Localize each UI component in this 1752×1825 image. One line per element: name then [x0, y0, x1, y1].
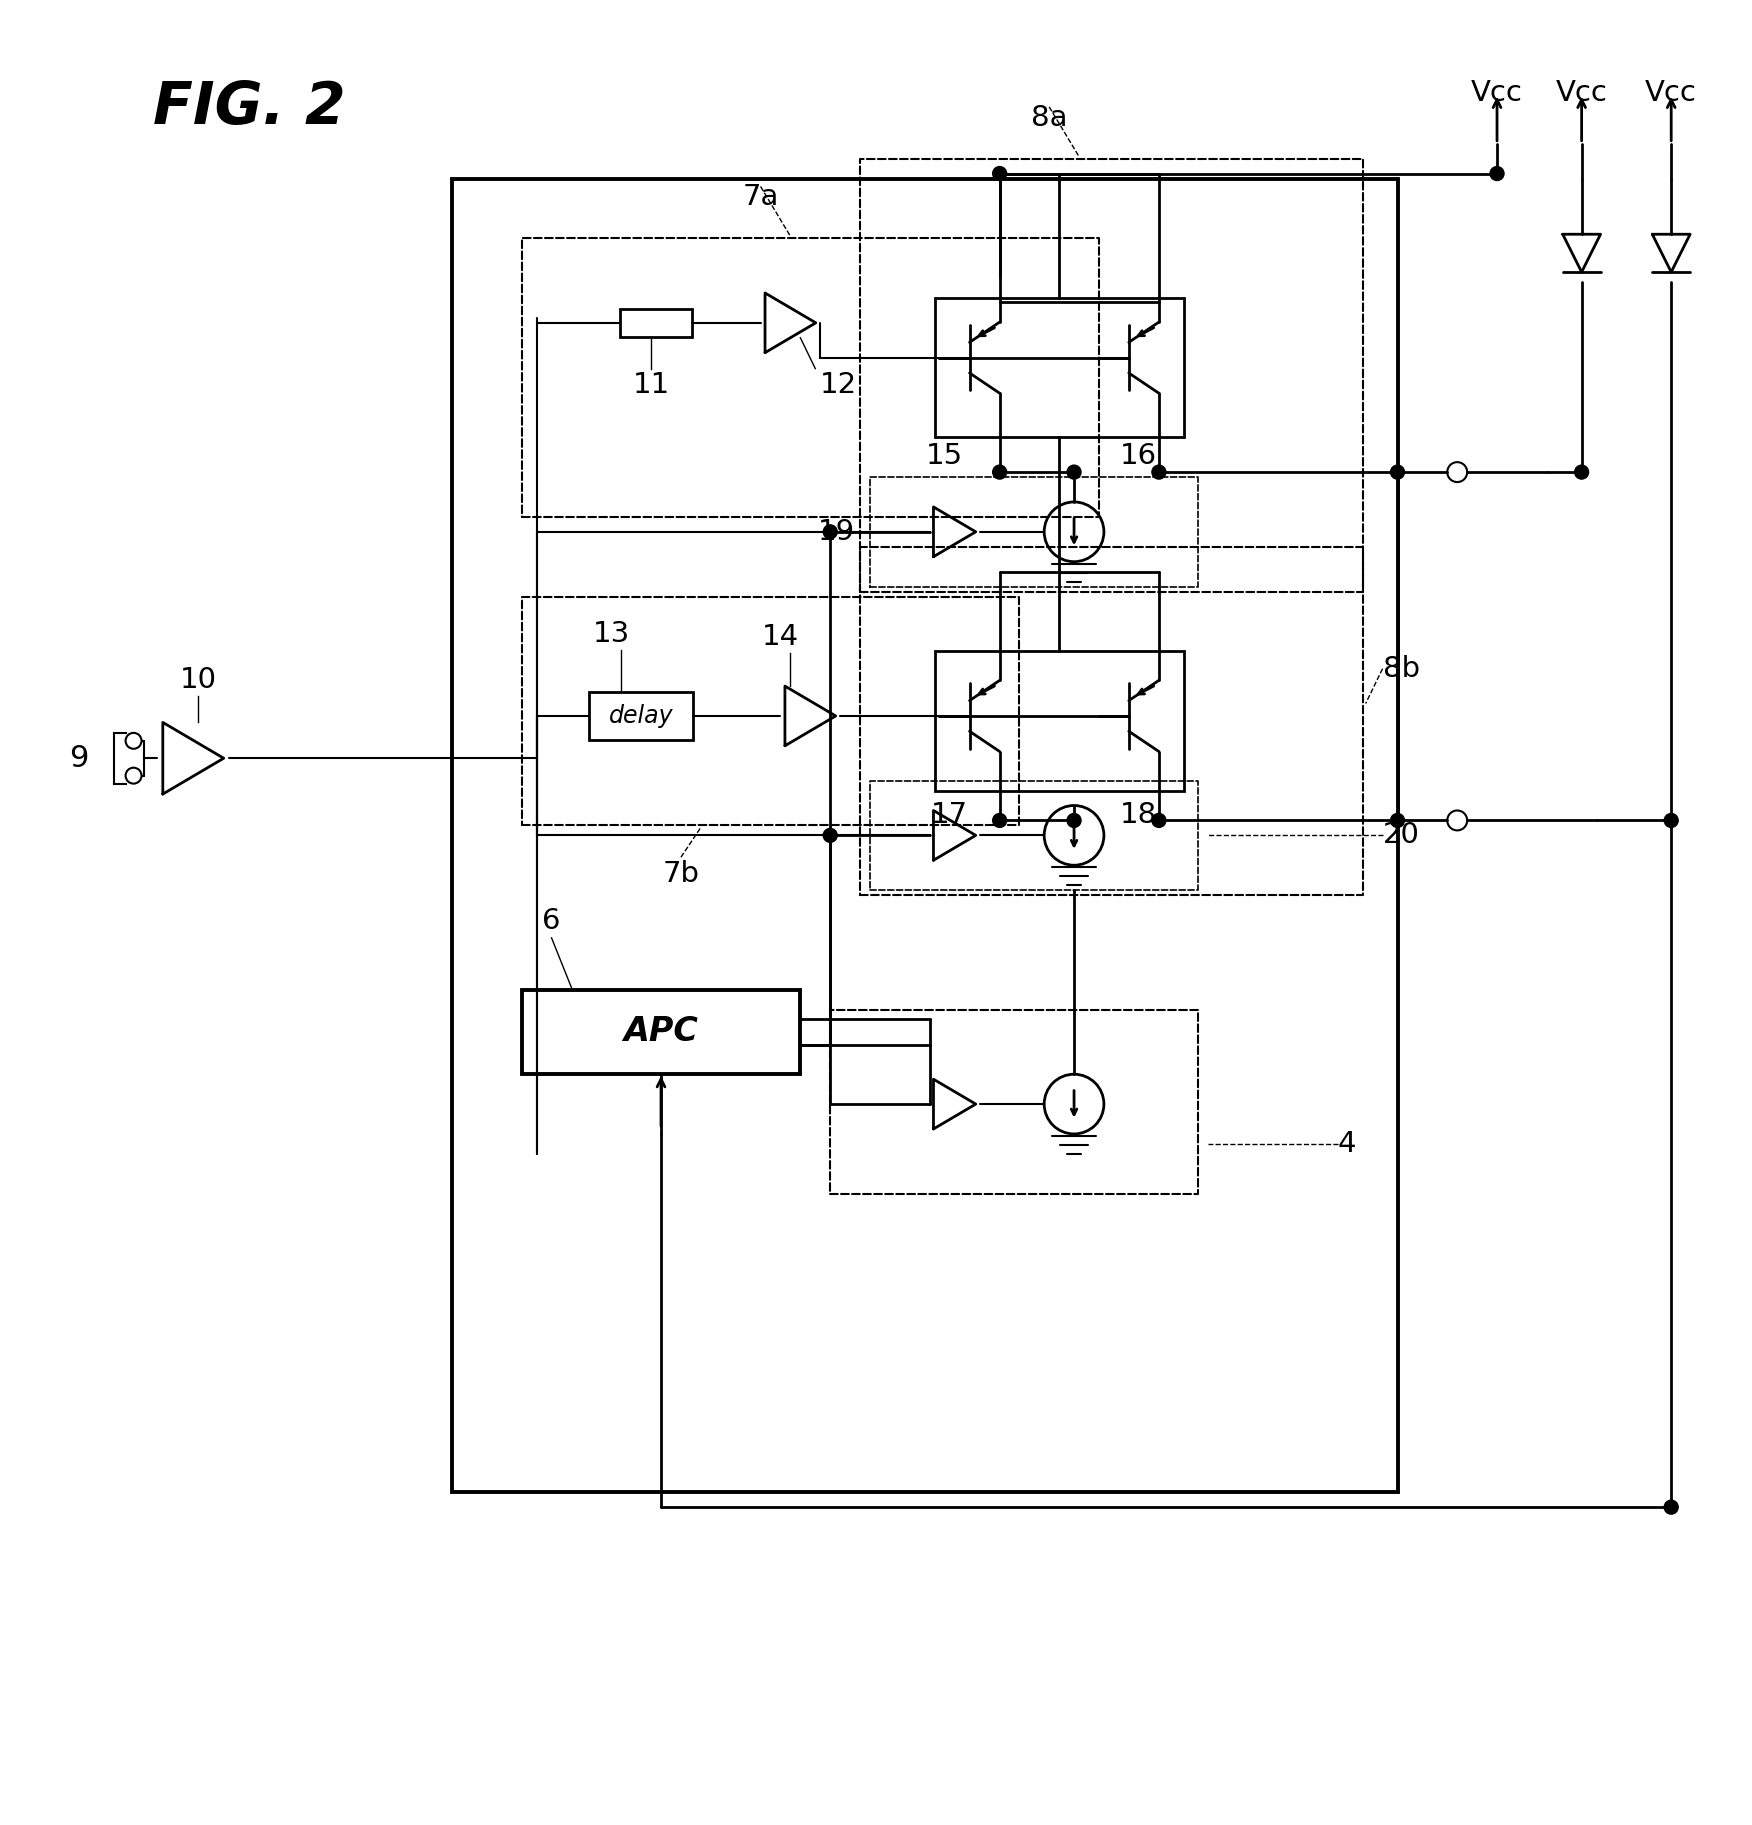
Text: 19: 19 [818, 518, 855, 546]
Circle shape [1489, 166, 1503, 181]
Text: 8b: 8b [1382, 655, 1419, 683]
Circle shape [1067, 465, 1081, 480]
Circle shape [1664, 814, 1678, 827]
Text: Vcc: Vcc [1645, 78, 1698, 108]
Bar [936, 297, 1184, 438]
Text: Vcc: Vcc [1472, 78, 1522, 108]
Circle shape [1391, 814, 1405, 827]
Bar [452, 179, 1398, 1493]
Text: APC: APC [624, 1015, 699, 1048]
Text: 11: 11 [632, 370, 669, 398]
Text: 12: 12 [820, 370, 857, 398]
Text: 17: 17 [930, 801, 969, 829]
Text: 4: 4 [1339, 1130, 1356, 1157]
Circle shape [1391, 465, 1405, 480]
Text: 14: 14 [762, 624, 799, 652]
Text: Vcc: Vcc [1556, 78, 1608, 108]
Text: 18: 18 [1120, 801, 1158, 829]
Text: 15: 15 [927, 442, 964, 471]
Text: 7b: 7b [662, 860, 699, 889]
Circle shape [1575, 465, 1589, 480]
Bar [620, 308, 692, 338]
Circle shape [993, 814, 1007, 827]
Bar [936, 652, 1184, 790]
Circle shape [1151, 465, 1165, 480]
Circle shape [1664, 1500, 1678, 1515]
Text: 9: 9 [70, 745, 89, 772]
Circle shape [1067, 814, 1081, 827]
Text: 6: 6 [543, 907, 561, 934]
Text: 20: 20 [1382, 821, 1419, 849]
Circle shape [823, 526, 837, 538]
Circle shape [823, 829, 837, 843]
Text: 10: 10 [180, 666, 217, 694]
Text: FIG. 2: FIG. 2 [154, 78, 347, 137]
Circle shape [993, 465, 1007, 480]
Text: delay: delay [608, 704, 673, 728]
Bar [522, 989, 801, 1075]
Text: 16: 16 [1120, 442, 1158, 471]
Text: 7a: 7a [743, 184, 778, 212]
Circle shape [993, 166, 1007, 181]
Text: 8a: 8a [1030, 104, 1067, 131]
Circle shape [1151, 814, 1165, 827]
Text: 13: 13 [592, 620, 631, 648]
Bar [589, 692, 694, 739]
